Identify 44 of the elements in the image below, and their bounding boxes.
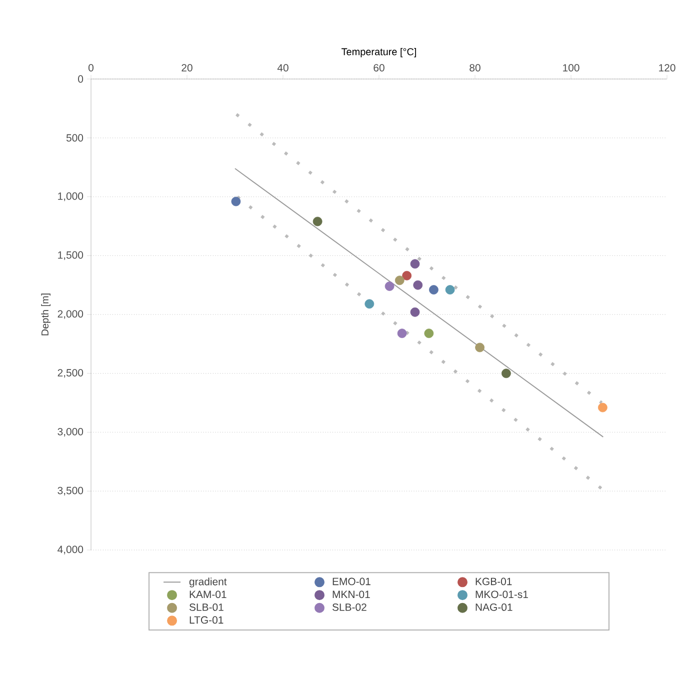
x-tick-label: 40 xyxy=(277,64,288,72)
y-tick-label: 500 xyxy=(66,134,84,142)
point xyxy=(312,216,322,226)
x-tick-label: 80 xyxy=(470,64,480,72)
point xyxy=(394,276,404,286)
y-tick-label: 1,500 xyxy=(58,251,84,260)
legend-label: MKO-01-s1 xyxy=(476,590,528,598)
legend-label: KAM-01 xyxy=(190,590,226,598)
x-tick-label: 120 xyxy=(659,64,676,72)
legend-label: KGB-01 xyxy=(476,578,512,586)
point xyxy=(598,402,608,412)
x-tick-label: 100 xyxy=(563,64,580,72)
legend-label: EMO-01 xyxy=(332,578,370,586)
point xyxy=(445,285,455,294)
point xyxy=(364,299,374,309)
legend-label: NAG-01 xyxy=(476,603,512,611)
y-axis-title: Depth [m] xyxy=(41,294,50,336)
x-axis-title: Temperature [°C] xyxy=(342,48,416,58)
x-tick-label: 60 xyxy=(374,64,384,72)
y-tick-label: 4,000 xyxy=(58,546,84,554)
x-tick-label: 20 xyxy=(182,64,192,72)
y-tick-label: 0 xyxy=(78,75,84,83)
legend-label: SLB-01 xyxy=(189,603,224,611)
x-tick-label: 0 xyxy=(88,64,94,72)
point xyxy=(424,328,434,338)
point xyxy=(402,270,412,280)
legend-label: SLB-02 xyxy=(332,603,366,611)
point xyxy=(397,328,407,338)
point xyxy=(410,307,420,317)
point xyxy=(475,342,485,352)
y-tick-label: 3,500 xyxy=(58,486,84,496)
y-tick-label: 2,000 xyxy=(58,310,84,319)
legend-label: MKN-01 xyxy=(332,590,370,598)
legend-label: gradient xyxy=(189,578,227,588)
y-tick-label: 2,500 xyxy=(58,369,84,378)
legend-label: LTG-01 xyxy=(190,616,224,624)
point xyxy=(413,280,423,290)
point xyxy=(231,196,241,206)
point xyxy=(429,285,438,294)
point xyxy=(502,368,511,378)
point xyxy=(384,282,394,291)
point xyxy=(410,259,420,269)
y-tick-label: 1,000 xyxy=(58,192,84,202)
y-tick-label: 3,000 xyxy=(58,428,84,437)
